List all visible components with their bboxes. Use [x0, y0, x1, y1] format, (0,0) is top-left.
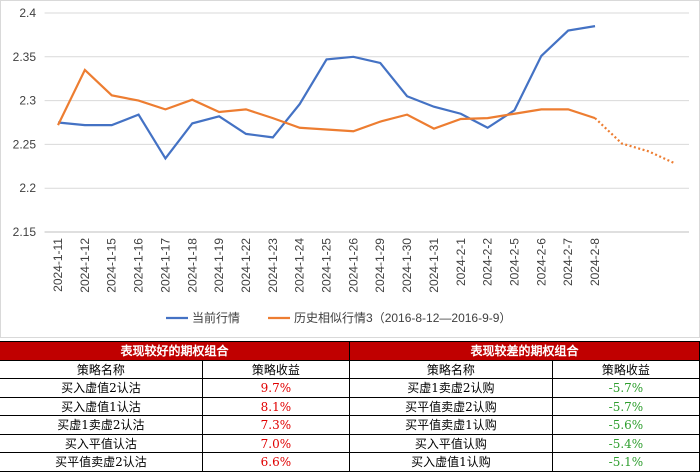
x-tick-label: 2024-1-22 — [239, 238, 253, 293]
name-cell: 买虚1卖虚2认沽 — [0, 415, 203, 435]
table-group: 表现较差的期权组合 策略名称 策略收益 买虚1卖虚2认购 -5.7% 买平值卖虚2认购 -5… — [349, 341, 700, 472]
column-header-row: 策略名称 策略收益 — [0, 359, 350, 379]
return-cell: 9.7% — [201, 378, 350, 398]
y-tick-label: 2.35 — [13, 50, 37, 64]
x-tick-label: 2024-1-17 — [158, 238, 172, 293]
legend-label: 当前行情 — [192, 310, 240, 325]
x-tick-label: 2024-2-1 — [454, 238, 468, 286]
table: 表现较好的期权组合 策略名称 策略收益 买入虚值2认沽 9.7% 买入虚值1认沽 8.1% 买… — [0, 341, 700, 472]
table-row: 买入虚值1认沽 8.1% — [0, 396, 350, 416]
table-row: 买入平值认沽 7.0% — [0, 433, 350, 453]
x-tick-label: 2024-1-19 — [212, 238, 226, 293]
x-tick-label: 2024-1-24 — [293, 238, 307, 293]
x-tick-label: 2024-1-29 — [373, 238, 387, 293]
name-cell: 买虚1卖虚2认购 — [349, 378, 553, 398]
x-tick-label: 2024-1-12 — [78, 238, 92, 293]
chart: 2.15 2.2 2.25 2.3 2.35 2.4 2024-1-11 2024-1-12 2… — [0, 0, 700, 338]
table-group: 表现较好的期权组合 策略名称 策略收益 买入虚值2认沽 9.7% 买入虚值1认沽 8.1% 买… — [0, 341, 350, 472]
name-cell: 买平值卖虚2认购 — [349, 396, 553, 416]
x-tick-label: 2024-1-11 — [51, 238, 65, 292]
return-cell: 8.1% — [201, 396, 350, 416]
return-cell: 7.0% — [201, 433, 350, 453]
return-cell: -5.4% — [551, 433, 700, 453]
x-tick-label: 2024-2-6 — [534, 238, 548, 286]
legend-label: 历史相似行情3（2016-8-12—2016-9-9） — [294, 311, 511, 325]
name-cell: 买平值卖虚2认沽 — [0, 452, 203, 472]
return-cell: -5.7% — [551, 396, 700, 416]
column-header: 策略收益 — [201, 359, 350, 379]
x-tick-label: 2024-1-25 — [320, 238, 334, 293]
return-cell: -5.7% — [551, 378, 700, 398]
name-cell: 买入平值认沽 — [0, 433, 203, 453]
name-cell: 买入虚值1认沽 — [0, 396, 203, 416]
name-cell: 买入虚值2认沽 — [0, 378, 203, 398]
series-line — [57, 68, 596, 133]
x-tick-label: 2024-2-7 — [561, 238, 575, 286]
table-row: 买入虚值1认购 -5.1% — [349, 452, 700, 472]
x-tick-label: 2024-2-5 — [507, 238, 521, 286]
x-tick-label: 2024-1-16 — [132, 238, 146, 293]
header-row: 表现较差的期权组合 — [349, 341, 700, 361]
return-cell: -5.6% — [551, 415, 700, 435]
y-tick-label: 2.4 — [19, 6, 36, 20]
y-tick-label: 2.3 — [19, 94, 36, 108]
y-tick-label: 2.2 — [19, 181, 36, 195]
x-tick-label: 2024-2-8 — [588, 238, 602, 286]
x-tick-label: 2024-1-23 — [266, 238, 280, 293]
name-cell: 买入虚值1认购 — [349, 452, 553, 472]
return-cell: 7.3% — [201, 415, 350, 435]
x-tick-label: 2024-1-30 — [400, 238, 414, 293]
table-row: 买入虚值2认沽 9.7% — [0, 378, 350, 398]
table-row: 买入平值认购 -5.4% — [349, 433, 700, 453]
table-row: 买平值卖虚2认沽 6.6% — [0, 452, 350, 472]
column-header-row: 策略名称 策略收益 — [349, 359, 700, 379]
column-header: 策略名称 — [0, 359, 203, 379]
table-row: 买虚1卖虚2认购 -5.7% — [349, 378, 700, 398]
y-tick-label: 2.15 — [13, 225, 37, 239]
x-tick-label: 2024-2-2 — [481, 238, 495, 286]
return-cell: -5.1% — [551, 452, 700, 472]
x-tick-label: 2024-1-31 — [427, 238, 441, 293]
x-tick-label: 2024-1-15 — [105, 238, 119, 293]
x-tick-label: 2024-1-26 — [346, 238, 360, 293]
x-tick-label: 2024-1-18 — [185, 238, 199, 293]
table-row: 买平值卖虚2认购 -5.7% — [349, 396, 700, 416]
name-cell: 买平值卖虚1认购 — [349, 415, 553, 435]
header-row: 表现较好的期权组合 — [0, 341, 350, 361]
name-cell: 买入平值认购 — [349, 433, 553, 453]
group-title: 表现较好的期权组合 — [0, 341, 350, 361]
table-row: 买虚1卖虚2认沽 7.3% — [0, 415, 350, 435]
return-cell: 6.6% — [201, 452, 350, 472]
table-row: 买平值卖虚1认购 -5.6% — [349, 415, 700, 435]
column-header: 策略名称 — [349, 359, 553, 379]
column-header: 策略收益 — [551, 359, 700, 379]
y-tick-label: 2.25 — [13, 137, 37, 151]
group-title: 表现较差的期权组合 — [349, 341, 700, 361]
series-line-dashed — [594, 117, 677, 165]
